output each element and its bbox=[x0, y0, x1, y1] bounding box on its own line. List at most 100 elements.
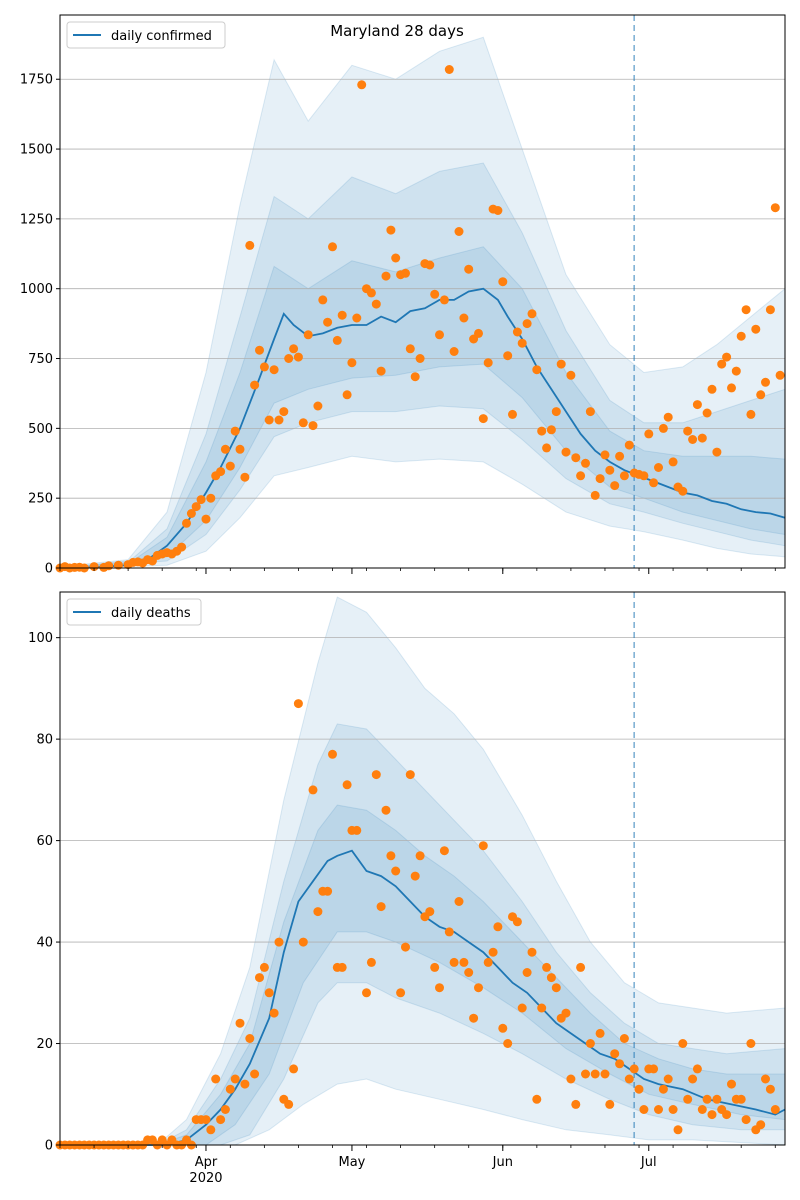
deaths-point-68 bbox=[396, 988, 406, 998]
deaths-point-144 bbox=[765, 1084, 775, 1094]
confirmed-x-axis bbox=[59, 568, 776, 574]
deaths-point-93 bbox=[517, 1003, 527, 1013]
confirmed-point-60 bbox=[366, 288, 376, 298]
deaths-point-76 bbox=[435, 983, 444, 993]
deaths-point-106 bbox=[581, 1069, 590, 1079]
confirmed-point-134 bbox=[727, 383, 736, 393]
deaths-point-72 bbox=[415, 851, 425, 861]
confirmed-point-101 bbox=[566, 370, 576, 380]
deaths-point-105 bbox=[576, 962, 586, 972]
deaths-point-63 bbox=[371, 770, 381, 780]
deaths-point-52 bbox=[313, 907, 323, 917]
deaths-gridlines bbox=[60, 637, 785, 1044]
confirmed-point-86 bbox=[493, 206, 503, 215]
deaths-point-39 bbox=[245, 1034, 255, 1043]
deaths-point-103 bbox=[566, 1074, 576, 1084]
deaths-point-95 bbox=[527, 947, 537, 957]
deaths-point-94 bbox=[522, 968, 532, 977]
confirmed-point-109 bbox=[605, 465, 615, 475]
confirmed-point-34 bbox=[240, 472, 250, 482]
confirmed-point-61 bbox=[371, 299, 381, 309]
confirmed-point-80 bbox=[464, 264, 474, 274]
deaths-point-42 bbox=[259, 962, 269, 972]
deaths-point-118 bbox=[639, 1105, 649, 1114]
deaths-point-116 bbox=[629, 1064, 639, 1074]
confirmed-point-73 bbox=[430, 289, 440, 299]
deaths-point-123 bbox=[663, 1074, 673, 1084]
deaths-point-45 bbox=[274, 937, 284, 947]
deaths-point-129 bbox=[692, 1064, 702, 1074]
confirmed-point-83 bbox=[478, 414, 488, 424]
deaths-point-100 bbox=[551, 983, 561, 993]
deaths-point-34 bbox=[220, 1105, 230, 1114]
deaths-point-114 bbox=[619, 1034, 629, 1043]
confirmed-point-130 bbox=[707, 384, 717, 394]
deaths-point-128 bbox=[688, 1074, 698, 1084]
confirmed-point-104 bbox=[581, 458, 590, 468]
deaths-point-126 bbox=[678, 1039, 688, 1048]
deaths-point-57 bbox=[337, 962, 347, 972]
deaths-band-1 bbox=[60, 723, 786, 1146]
confirmed-ytick-label-0: 0 bbox=[45, 562, 53, 577]
confirmed-point-36 bbox=[250, 380, 260, 390]
deaths-point-74 bbox=[425, 907, 435, 917]
confirmed-point-124 bbox=[678, 486, 688, 496]
confirmed-point-142 bbox=[765, 305, 775, 315]
confirmed-point-43 bbox=[284, 354, 294, 363]
confirmed-point-53 bbox=[332, 335, 342, 345]
confirmed-legend: daily confirmed bbox=[66, 21, 226, 49]
deaths-point-136 bbox=[727, 1079, 736, 1089]
deaths-point-85 bbox=[478, 841, 488, 851]
deaths-point-66 bbox=[386, 851, 396, 861]
confirmed-point-27 bbox=[206, 493, 216, 503]
deaths-legend-box bbox=[66, 598, 202, 626]
deaths-point-67 bbox=[391, 866, 401, 876]
confirmed-point-138 bbox=[746, 409, 756, 419]
deaths-ytick-label-4: 80 bbox=[36, 733, 53, 748]
confirmed-point-120 bbox=[658, 423, 668, 433]
confirmed-ytick-label-7: 1750 bbox=[20, 73, 53, 88]
confirmed-point-127 bbox=[692, 400, 702, 410]
deaths-band-2 bbox=[60, 804, 786, 1146]
confirmed-point-51 bbox=[323, 317, 333, 327]
deaths-point-89 bbox=[498, 1023, 508, 1033]
deaths-ytick-label-1: 20 bbox=[36, 1037, 53, 1052]
confirmed-axes-frame bbox=[59, 14, 786, 569]
confirmed-point-117 bbox=[644, 429, 654, 439]
deaths-point-112 bbox=[610, 1049, 620, 1059]
deaths-point-61 bbox=[362, 988, 371, 998]
deaths-point-84 bbox=[474, 983, 483, 993]
confirmed-point-140 bbox=[756, 390, 766, 400]
x-tick-label-jul: Jul bbox=[640, 1155, 657, 1170]
deaths-confidence-bands bbox=[60, 596, 786, 1146]
deaths-point-33 bbox=[216, 1115, 226, 1125]
confirmed-point-6 bbox=[89, 562, 99, 572]
deaths-point-130 bbox=[697, 1105, 707, 1114]
confirmed-point-87 bbox=[498, 277, 508, 287]
deaths-ytick-label-3: 60 bbox=[36, 834, 53, 849]
confirmed-ytick-label-3: 750 bbox=[28, 352, 53, 367]
confirmed-point-56 bbox=[347, 358, 357, 368]
x-tick-label-apr: Apr bbox=[195, 1155, 218, 1170]
deaths-point-50 bbox=[298, 937, 308, 947]
confirmed-ytick-label-4: 1000 bbox=[20, 282, 53, 297]
confirmed-point-129 bbox=[702, 408, 712, 418]
deaths-point-69 bbox=[401, 942, 410, 952]
confirmed-point-91 bbox=[517, 338, 527, 348]
deaths-point-117 bbox=[634, 1084, 644, 1094]
chart-title: Maryland 28 days bbox=[330, 22, 464, 40]
confirmed-ytick-label-2: 500 bbox=[28, 422, 53, 437]
confirmed-observed-points bbox=[55, 65, 785, 573]
confirmed-point-111 bbox=[615, 451, 625, 461]
confirmed-point-49 bbox=[313, 401, 323, 411]
deaths-point-107 bbox=[585, 1039, 595, 1048]
confirmed-mean-polyline bbox=[59, 287, 786, 569]
deaths-band-0 bbox=[60, 596, 786, 1146]
deaths-point-127 bbox=[683, 1094, 693, 1104]
confirmed-point-57 bbox=[352, 313, 362, 323]
confirmed-point-96 bbox=[542, 443, 552, 453]
deaths-point-41 bbox=[255, 973, 264, 983]
deaths-ytick-label-0: 0 bbox=[45, 1139, 53, 1154]
